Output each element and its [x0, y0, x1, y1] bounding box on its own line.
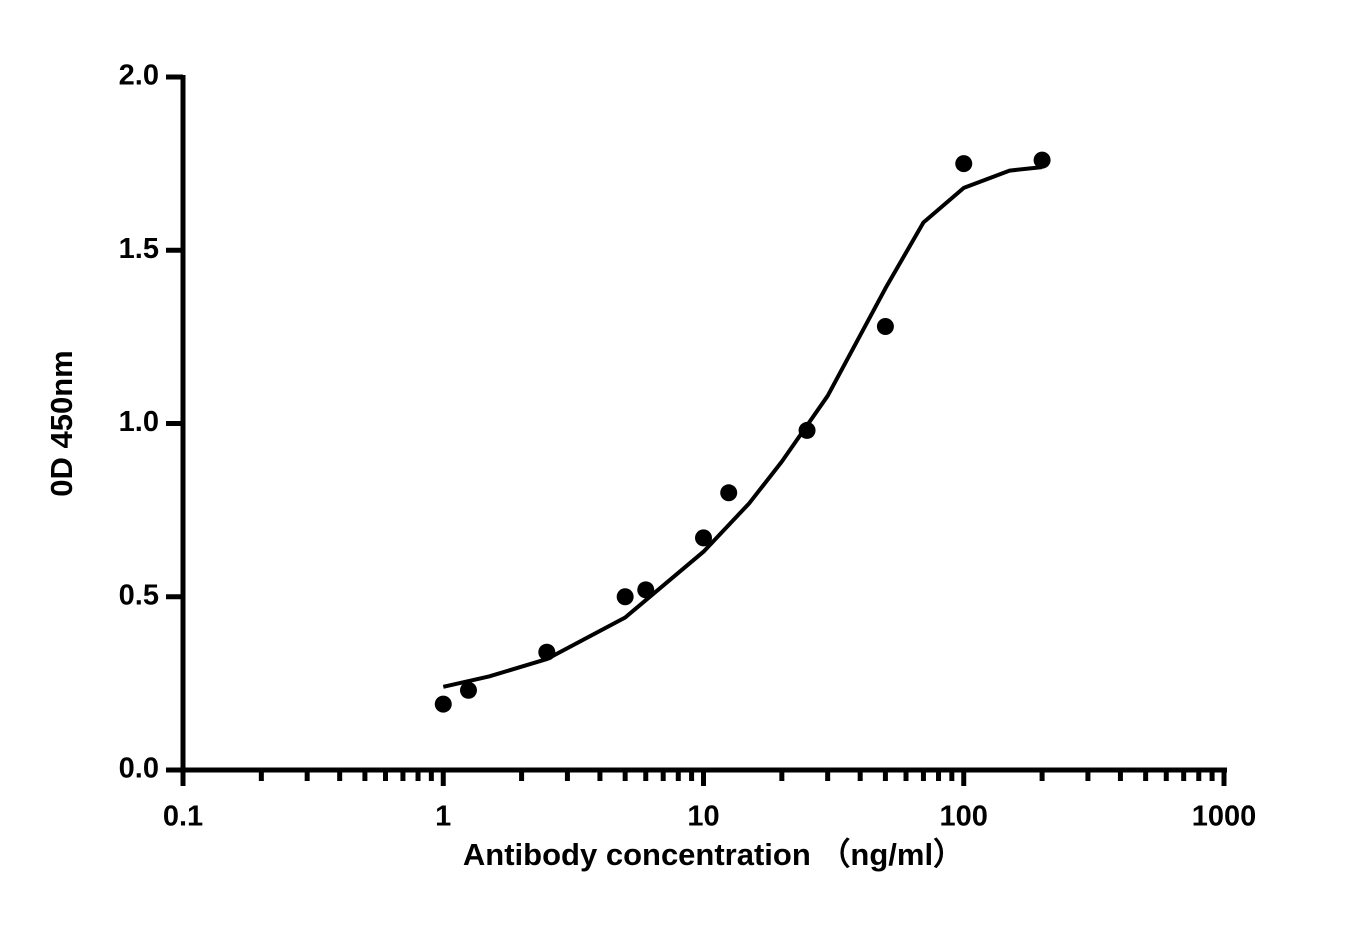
data-point — [434, 695, 452, 713]
y-tick-label: 0.0 — [119, 753, 159, 785]
y-tick-label: 1.0 — [119, 406, 159, 438]
x-tick-label: 1 — [435, 801, 451, 833]
data-point — [695, 529, 712, 547]
y-tick-label: 2.0 — [119, 60, 159, 92]
x-axis-title: Antibody concentration （ng/ml） — [463, 837, 964, 872]
data-point — [876, 317, 894, 335]
y-tick-label: 0.5 — [119, 579, 159, 611]
fit-curve — [442, 165, 1043, 689]
data-point — [459, 681, 477, 699]
data-point — [955, 155, 973, 173]
x-tick-label: 1000 — [1192, 801, 1257, 833]
x-tick-label: 10 — [687, 801, 719, 833]
y-tick-label: 1.5 — [119, 233, 159, 265]
x-tick-label: 100 — [940, 801, 988, 833]
y-axis-title: 0D 450nm — [44, 350, 79, 496]
data-point — [1033, 151, 1051, 169]
data-point — [720, 484, 738, 502]
x-tick-label: 0.1 — [163, 801, 203, 833]
data-point — [616, 588, 634, 606]
